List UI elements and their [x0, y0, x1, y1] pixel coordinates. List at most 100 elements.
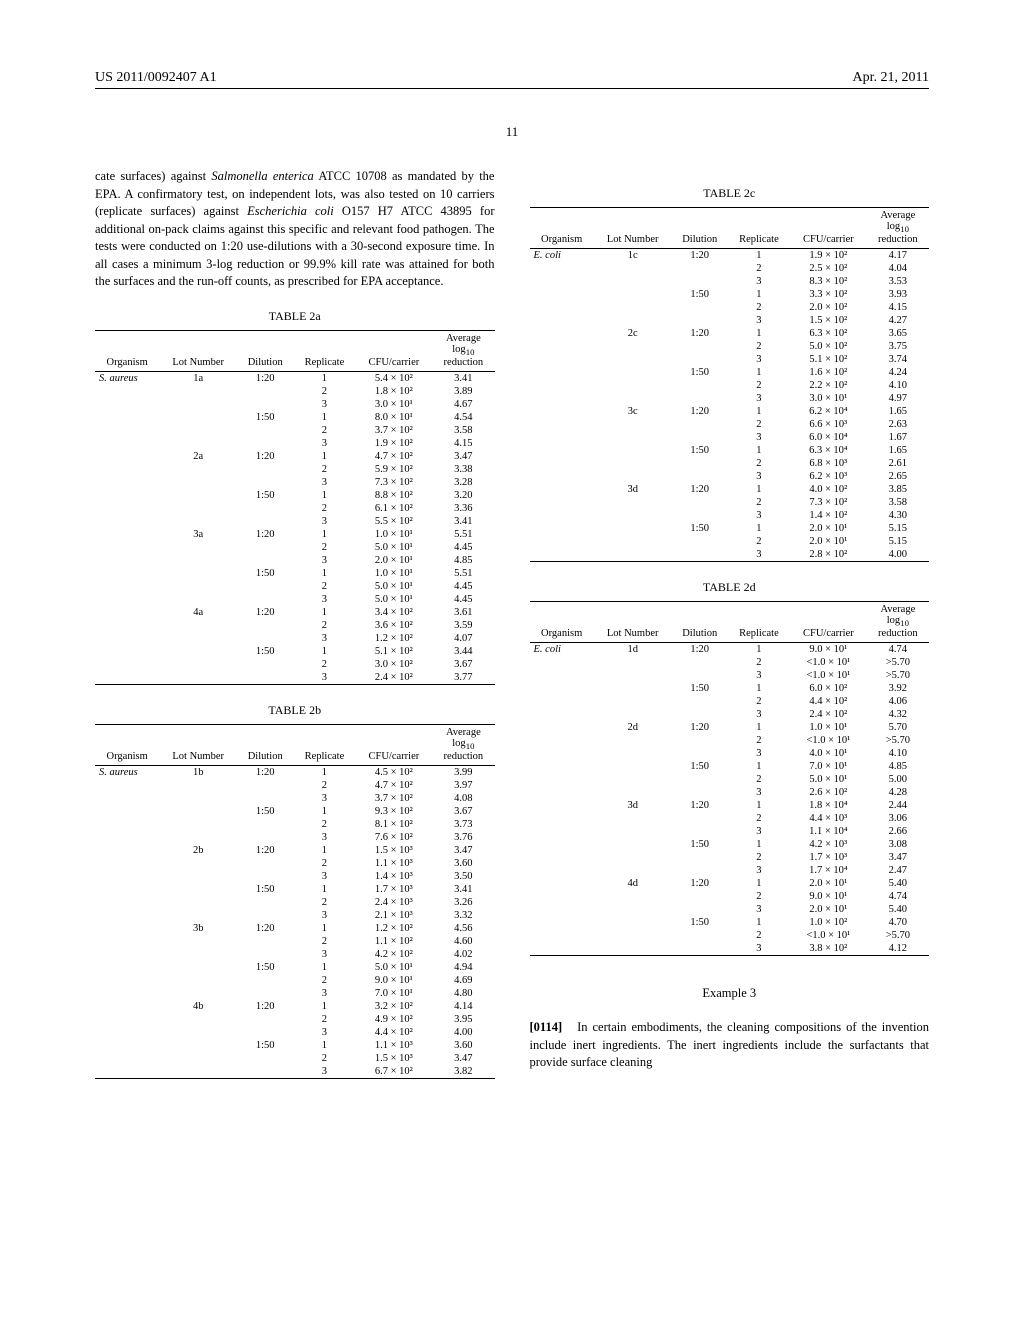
table-cell: [95, 437, 159, 450]
table-cell: [95, 805, 159, 818]
table-cell: [530, 288, 594, 301]
table-cell: [159, 909, 237, 922]
table-cell: 4.2 × 10³: [790, 838, 867, 851]
table-cell: [530, 747, 594, 760]
table-cell: 3: [728, 786, 790, 799]
table-cell: [237, 1065, 293, 1079]
table-cell: 4.15: [432, 437, 494, 450]
table-cell: 3: [728, 353, 790, 366]
table-cell: [237, 1026, 293, 1039]
table-row: 1:5013.3 × 10²3.93: [530, 288, 930, 301]
table-cell: [530, 275, 594, 288]
table-cell: [95, 961, 159, 974]
table-cell: 1.9 × 10²: [790, 249, 867, 263]
table-cell: [530, 877, 594, 890]
table-row: 21.1 × 10²4.60: [95, 935, 495, 948]
table-cell: [594, 301, 672, 314]
table-cell: [594, 288, 672, 301]
table-cell: 4.5 × 10²: [356, 765, 433, 779]
table-cell: 5.70: [867, 721, 929, 734]
table-cell: 4a: [159, 606, 237, 619]
table-cell: 1:50: [237, 961, 293, 974]
table-cell: [594, 353, 672, 366]
table-row: 23.6 × 10²3.59: [95, 619, 495, 632]
table-cell: 1:20: [672, 405, 728, 418]
table-row: 31.4 × 10³3.50: [95, 870, 495, 883]
table-cell: [95, 541, 159, 554]
table-cell: [237, 502, 293, 515]
table-cell: E. coli: [530, 643, 594, 657]
table-cell: 3: [293, 831, 355, 844]
table-cell: 2.4 × 10³: [356, 896, 433, 909]
table-cell: 4.7 × 10²: [356, 450, 433, 463]
table-cell: [237, 948, 293, 961]
table-cell: [530, 405, 594, 418]
col-replicate: Replicate: [728, 208, 790, 249]
table-cell: [672, 786, 728, 799]
table-cell: [95, 645, 159, 658]
table-cell: 3.7 × 10²: [356, 424, 433, 437]
table-cell: 3.53: [867, 275, 929, 288]
table-cell: 5.51: [432, 567, 494, 580]
table-cell: <1.0 × 10¹: [790, 656, 867, 669]
table-row: 31.2 × 10²4.07: [95, 632, 495, 645]
table-row: 32.0 × 10¹5.40: [530, 903, 930, 916]
table-row: 21.1 × 10³3.60: [95, 857, 495, 870]
table-cell: 2.0 × 10¹: [790, 535, 867, 548]
table-cell: [95, 1052, 159, 1065]
table-cell: 5.15: [867, 535, 929, 548]
table-cell: 2.0 × 10²: [790, 301, 867, 314]
table-row: 31.5 × 10²4.27: [530, 314, 930, 327]
table-cell: 1b: [159, 765, 237, 779]
table-cell: 1: [728, 877, 790, 890]
table-cell: [159, 671, 237, 685]
table-cell: [95, 1026, 159, 1039]
table-cell: 3: [728, 669, 790, 682]
table-cell: [672, 773, 728, 786]
table-cell: 2: [293, 658, 355, 671]
table-cell: [159, 831, 237, 844]
table-cell: [594, 747, 672, 760]
table-cell: 3: [293, 1065, 355, 1079]
table-row: 33.8 × 10²4.12: [530, 942, 930, 956]
table-cell: 5.4 × 10²: [356, 371, 433, 385]
table-cell: 1: [293, 567, 355, 580]
table-cell: <1.0 × 10¹: [790, 669, 867, 682]
table-cell: 3.77: [432, 671, 494, 685]
table-cell: 3.08: [867, 838, 929, 851]
table-cell: 3: [293, 398, 355, 411]
table-cell: [95, 922, 159, 935]
col-cfu: CFU/carrier: [790, 208, 867, 249]
table-row: 37.6 × 10²3.76: [95, 831, 495, 844]
table-row: 35.5 × 10²3.41: [95, 515, 495, 528]
example-3-text: In certain embodiments, the cleaning com…: [530, 1020, 930, 1069]
table-cell: 3d: [594, 799, 672, 812]
table-cell: 2: [293, 424, 355, 437]
table-cell: 1:50: [672, 682, 728, 695]
table-cell: 1.0 × 10²: [790, 916, 867, 929]
table-cell: 3: [293, 554, 355, 567]
table-cell: 1.8 × 10²: [356, 385, 433, 398]
table-row: 1:5011.6 × 10²4.24: [530, 366, 930, 379]
table-cell: 1: [293, 1000, 355, 1013]
table-cell: [530, 799, 594, 812]
table-cell: [594, 392, 672, 405]
table-cell: 3.7 × 10²: [356, 792, 433, 805]
col-cfu: CFU/carrier: [790, 602, 867, 643]
table-cell: 1.1 × 10²: [356, 935, 433, 948]
table-cell: [672, 695, 728, 708]
table-cell: 4.67: [432, 398, 494, 411]
table-cell: [159, 489, 237, 502]
table-cell: [594, 522, 672, 535]
table-cell: 1.7 × 10³: [356, 883, 433, 896]
table-cell: 5.15: [867, 522, 929, 535]
table-cell: [237, 987, 293, 1000]
table-cell: 1.65: [867, 405, 929, 418]
table-cell: 5.0 × 10¹: [356, 541, 433, 554]
table-cell: 1:50: [672, 444, 728, 457]
table-cell: >5.70: [867, 669, 929, 682]
table-cell: 3c: [594, 405, 672, 418]
table-cell: 2: [293, 779, 355, 792]
table-cell: [95, 567, 159, 580]
table-cell: 1: [293, 645, 355, 658]
